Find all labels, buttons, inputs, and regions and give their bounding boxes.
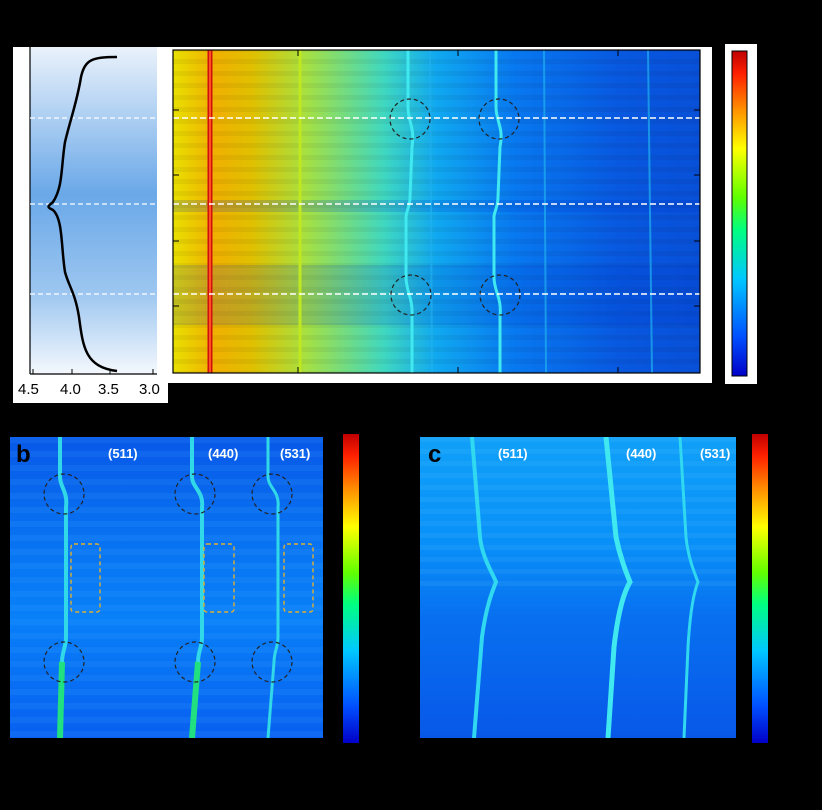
panel-b-letter: b [16, 441, 31, 468]
peak-label-440: (440) [208, 446, 239, 461]
colorbar-c-gradient [752, 434, 768, 743]
panel-c-letter: c [428, 441, 442, 468]
voltage-tick-label: 3.0 [139, 381, 160, 398]
voltage-profile-panel: 4.5 4.0 3.5 3.0 [13, 47, 168, 403]
voltage-tick-label: 4.0 [60, 381, 81, 398]
contour-b-stripes [10, 437, 323, 738]
peak-line-b-531 [266, 437, 280, 738]
contour-frame [172, 49, 701, 374]
colorbar-a [731, 50, 748, 377]
colorbar-panel-a [725, 44, 757, 384]
peak-line-440 [492, 50, 503, 373]
voltage-tick-label: 4.5 [18, 381, 39, 398]
peak-line-b-440-low [189, 661, 201, 738]
xrd-contour-panel-a [160, 47, 712, 383]
peak-line-c-531 [678, 437, 700, 738]
voltage-tick-label: 3.5 [98, 381, 119, 398]
peak-line-faint [543, 49, 547, 374]
xrd-contour-plot-a [172, 49, 701, 374]
voltage-plot-area [30, 47, 157, 374]
voltage-profile-plot [29, 47, 157, 375]
peak-line-faint [647, 49, 653, 374]
contour-b-boxes [70, 543, 314, 613]
peak-line-c-511 [470, 437, 499, 738]
peak-label-531: (531) [280, 446, 311, 461]
contour-stripes [173, 50, 700, 373]
colorbar-c [752, 434, 768, 743]
xrd-contour-plot-b [10, 437, 323, 738]
contour-b-circles [43, 473, 293, 683]
peak-line-b-511-low [57, 661, 65, 738]
contour-circles [389, 98, 521, 316]
colorbar-b-gradient [343, 434, 359, 743]
peak-line-b-511 [58, 437, 69, 738]
colorbar-b [343, 434, 359, 743]
contour-dashed-lines [173, 117, 700, 295]
contour-ticks [173, 50, 700, 373]
xrd-contour-panel-c: c (511) (440) (531) [420, 437, 736, 738]
xrd-contour-panel-b: b (511) (440) (531) [10, 437, 323, 738]
peak-label-511: (511) [498, 446, 528, 461]
voltage-axis-ticks [32, 369, 154, 374]
peak-line-b-440 [190, 437, 205, 738]
voltage-dashed-lines [30, 117, 157, 295]
contour-c-stripes [420, 437, 736, 587]
colorbar-a-gradient [731, 50, 748, 377]
peak-label-511: (511) [108, 446, 138, 461]
peak-label-440: (440) [626, 446, 657, 461]
contour-band [173, 265, 700, 325]
peak-line-faint [429, 49, 433, 374]
peak-line-c-440 [603, 437, 633, 738]
peak-label-531: (531) [700, 446, 731, 461]
xrd-contour-plot-c [420, 437, 736, 738]
contour-band [173, 200, 700, 212]
peak-line-511 [404, 50, 415, 373]
voltage-curve [47, 55, 118, 373]
